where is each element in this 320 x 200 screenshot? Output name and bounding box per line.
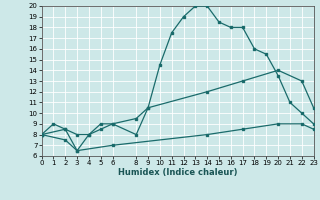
X-axis label: Humidex (Indice chaleur): Humidex (Indice chaleur)	[118, 168, 237, 177]
